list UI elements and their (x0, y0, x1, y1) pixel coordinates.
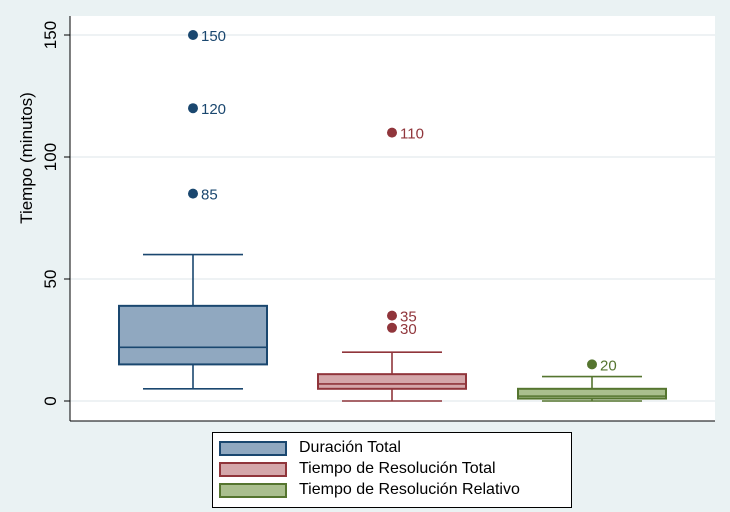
legend-swatch (219, 461, 287, 477)
outlier-label: 120 (201, 101, 226, 118)
legend: Duración Total Tiempo de Resolución Tota… (212, 432, 572, 508)
outlier-point (387, 310, 397, 321)
box-iqr (118, 304, 268, 366)
outlier-point (188, 30, 198, 40)
box-series: 20 (517, 357, 667, 402)
legend-label: Tiempo de Resolución Total (299, 460, 496, 477)
legend-swatch (219, 482, 287, 498)
outlier-label: 30 (400, 321, 417, 338)
outlier-point (387, 127, 397, 138)
y-tick-label: 50 (41, 270, 60, 289)
y-tick-label: 100 (41, 143, 60, 171)
legend-item-duracion-total: Duración Total (219, 438, 401, 458)
legend-label: Tiempo de Resolución Relativo (299, 481, 520, 498)
legend-label: Duración Total (299, 439, 401, 456)
outlier-label: 85 (201, 187, 218, 204)
outlier-label: 35 (400, 309, 417, 326)
outlier-label: 150 (201, 28, 226, 45)
legend-item-resolucion-total: Tiempo de Resolución Total (219, 459, 496, 479)
outlier-label: 110 (400, 126, 424, 143)
box-iqr (517, 387, 667, 400)
outlier-label: 20 (600, 357, 617, 374)
y-axis-title: Tiempo (minutos) (17, 92, 36, 224)
legend-item-resolucion-relativo: Tiempo de Resolución Relativo (219, 480, 520, 500)
legend-swatch (219, 440, 287, 456)
outlier-point (188, 103, 198, 114)
y-axis: 0 50 100 150 (41, 16, 715, 422)
outlier-point (188, 188, 198, 199)
box-series: 85 120 150 (118, 28, 268, 390)
y-tick-label: 150 (41, 21, 60, 49)
outlier-point (387, 322, 397, 333)
box-iqr (317, 373, 467, 390)
outlier-point (587, 359, 597, 370)
y-tick-label: 0 (41, 396, 60, 405)
